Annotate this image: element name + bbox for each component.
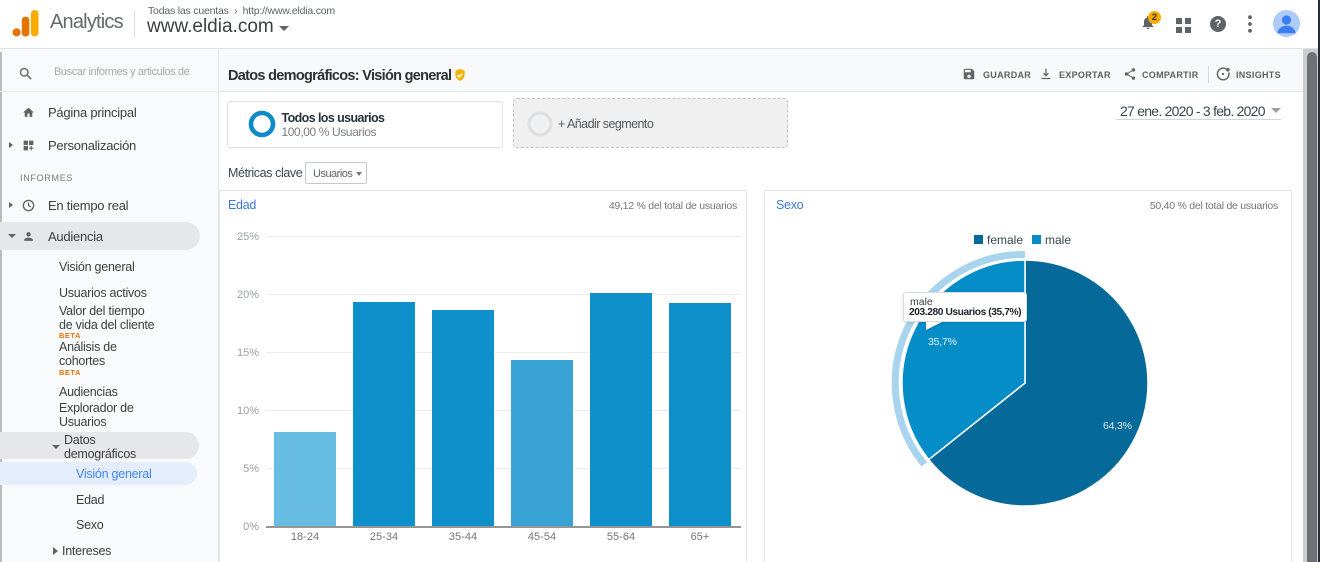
svg-text:35,7%: 35,7% xyxy=(928,336,957,348)
svg-text:64,3%: 64,3% xyxy=(1103,420,1132,432)
